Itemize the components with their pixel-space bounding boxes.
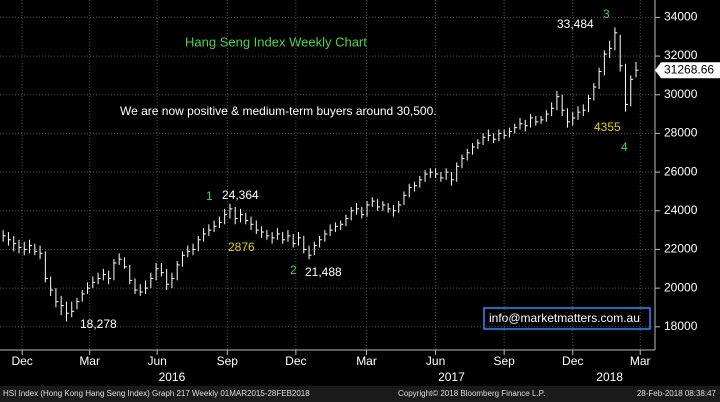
last-price-box (655, 62, 720, 79)
year-label: 2017 (438, 370, 465, 384)
annotation: 1 (206, 189, 213, 203)
status-middle: Copyright© 2018 Bloomberg Finance L.P. (398, 389, 545, 398)
annotation: 18,278 (80, 317, 117, 331)
annotation: 2 (290, 263, 297, 277)
annotation: 4 (621, 140, 628, 154)
annotation: 24,364 (222, 188, 259, 202)
annotation: 33,484 (557, 17, 594, 31)
x-tick-label: Jun (426, 354, 445, 368)
status-bar (0, 386, 720, 402)
status-right: 28-Feb-2018 08:38:47 (637, 389, 717, 398)
y-tick-label: 26000 (664, 164, 698, 178)
x-tick-label: Mar (79, 354, 100, 368)
annotation: We are now positive & medium-term buyers… (120, 104, 437, 118)
y-tick-label: 22000 (664, 242, 698, 256)
contact-box (483, 307, 651, 330)
x-tick-label: Dec (11, 354, 32, 368)
y-tick-label: 34000 (664, 10, 698, 24)
year-label: 2016 (159, 370, 186, 384)
x-tick-label: Sep (217, 354, 239, 368)
y-tick-label: 32000 (664, 48, 698, 62)
chart-title: Hang Seng Index Weekly Chart (185, 34, 367, 49)
x-tick-label: Dec (285, 354, 306, 368)
y-tick-label: 30000 (664, 87, 698, 101)
x-tick-label: Mar (630, 354, 651, 368)
last-price: 31268.66 (664, 62, 714, 76)
y-tick-label: 18000 (664, 319, 698, 333)
x-tick-label: Jun (147, 354, 166, 368)
x-tick-label: Mar (356, 354, 377, 368)
contact: info@marketmatters.com.au (489, 311, 640, 325)
x-tick-label: Sep (493, 354, 515, 368)
year-label: 2018 (596, 370, 623, 384)
y-tick-label: 20000 (664, 280, 698, 294)
annotation: 4355 (594, 120, 621, 134)
annotation: 21,488 (305, 265, 342, 279)
annotation: 2876 (228, 240, 255, 254)
x-tick-label: Dec (562, 354, 583, 368)
y-tick-label: 24000 (664, 203, 698, 217)
y-tick-label: 28000 (664, 126, 698, 140)
status-left: HSI Index (Hong Kong Hang Seng Index) Gr… (3, 389, 310, 398)
annotation: 3 (603, 7, 610, 21)
